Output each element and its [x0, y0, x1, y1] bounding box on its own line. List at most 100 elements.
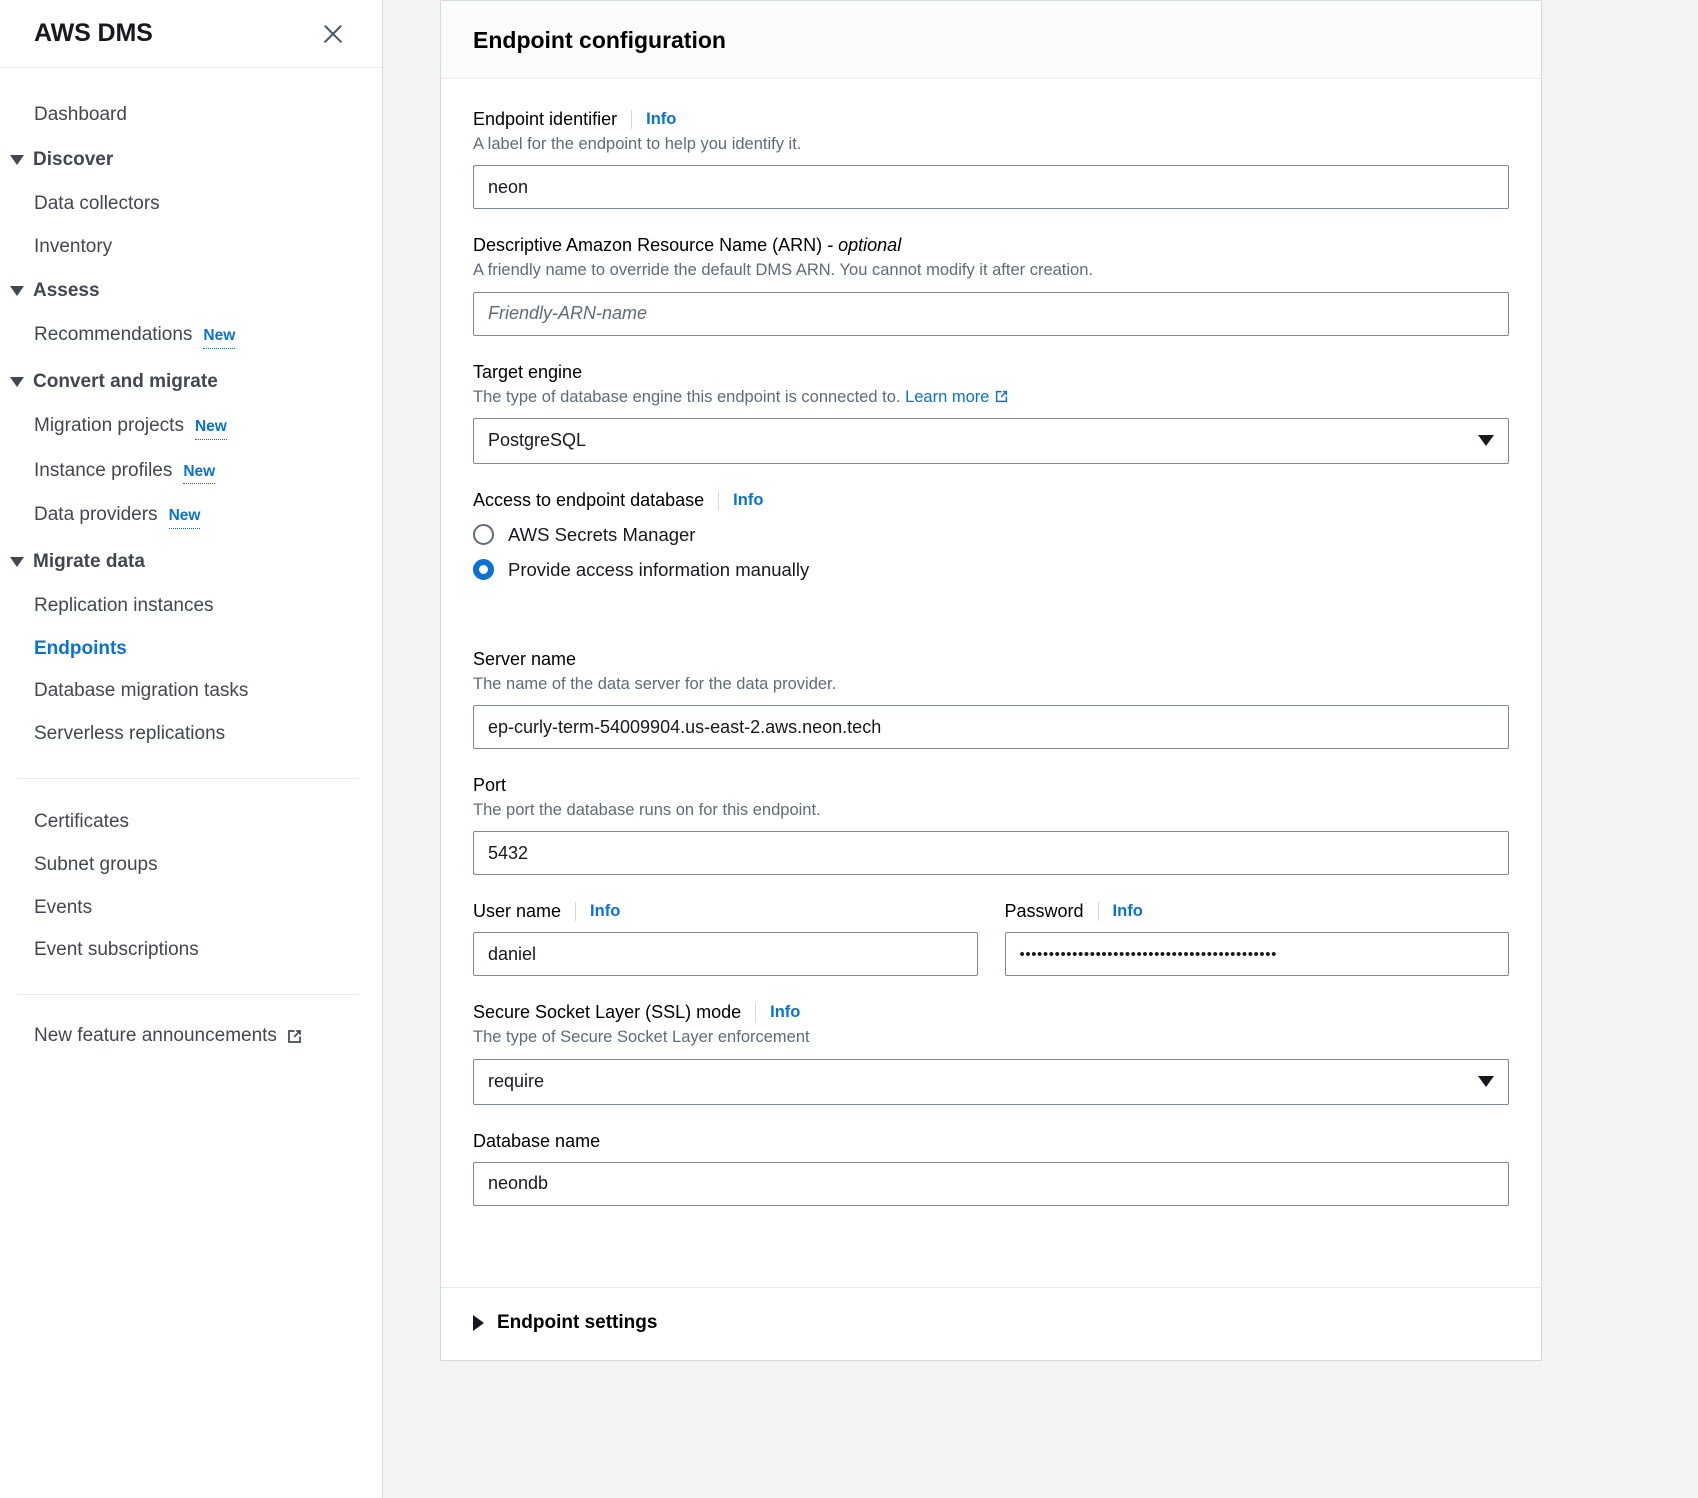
target-engine-select[interactable]: PostgreSQL — [473, 417, 1509, 464]
separator — [631, 110, 633, 129]
new-badge[interactable]: New — [194, 418, 227, 440]
password-input[interactable]: ••••••••••••••••••••••••••••••••••••••••… — [1004, 932, 1509, 977]
field-label: Database name — [473, 1130, 601, 1151]
label-row: Password Info — [1005, 901, 1510, 922]
sidebar-group-convert-and-migrate[interactable]: Convert and migrate — [0, 359, 382, 405]
sidebar-item-replication-instances[interactable]: Replication instances — [0, 585, 382, 628]
field-password: Password Info ••••••••••••••••••••••••••… — [1004, 901, 1510, 977]
field-user-name: User name Info daniel — [473, 901, 978, 977]
card-body: Endpoint identifier Info A label for the… — [441, 79, 1541, 1287]
sidebar-item-instance-profiles[interactable]: Instance profiles New — [0, 450, 382, 495]
sidebar-item-label: Events — [34, 896, 93, 918]
database-name-input[interactable]: neondb — [473, 1161, 1509, 1206]
sidebar-item-label: Instance profiles — [34, 459, 173, 481]
sidebar-divider — [18, 994, 358, 996]
sidebar-item-data-collectors[interactable]: Data collectors — [0, 183, 382, 226]
sidebar-item-recommendations[interactable]: Recommendations New — [0, 314, 382, 359]
ssl-mode-select[interactable]: require — [473, 1058, 1509, 1105]
sidebar-item-dashboard[interactable]: Dashboard — [0, 94, 382, 137]
learn-more-link[interactable]: Learn more — [905, 387, 990, 406]
chevron-down-icon — [10, 154, 24, 165]
sidebar-group-migrate-data[interactable]: Migrate data — [0, 539, 382, 585]
sidebar-item-label: Inventory — [34, 235, 113, 257]
sidebar-item-inventory[interactable]: Inventory — [0, 226, 382, 269]
field-database-name: Database name neondb — [473, 1131, 1509, 1206]
field-description: The name of the data server for the data… — [473, 674, 837, 693]
radio-icon — [473, 524, 494, 546]
field-port: Port The port the database runs on for t… — [473, 775, 1509, 876]
field-label: Endpoint identifier — [473, 109, 618, 129]
chevron-down-icon — [1478, 435, 1494, 447]
sidebar-group-label: Migrate data — [33, 550, 145, 572]
sidebar-item-label: Migration projects — [34, 414, 184, 436]
close-icon[interactable] — [318, 19, 348, 49]
field-endpoint-identifier: Endpoint identifier Info A label for the… — [473, 109, 1509, 210]
radio-aws-secrets-manager[interactable]: AWS Secrets Manager — [473, 524, 1509, 546]
card-header: Endpoint configuration — [441, 1, 1541, 79]
credentials-row: User name Info daniel Password Info ••••… — [473, 901, 1509, 1002]
field-description: The port the database runs on for this e… — [473, 801, 821, 820]
info-link[interactable]: Info — [1112, 902, 1143, 921]
sidebar-nav: Dashboard Discover Data collectors Inven… — [0, 68, 382, 1055]
endpoint-settings-toggle[interactable]: Endpoint settings — [473, 1312, 1509, 1334]
chevron-down-icon — [10, 376, 24, 387]
ssl-mode-value: require — [488, 1071, 545, 1092]
info-link[interactable]: Info — [733, 490, 764, 509]
sidebar-group-label: Convert and migrate — [33, 370, 218, 392]
label-row: Target engine — [473, 362, 1509, 383]
field-target-engine: Target engine The type of database engin… — [473, 362, 1509, 464]
sidebar-item-label: Serverless replications — [34, 723, 226, 745]
sidebar-item-serverless-replications[interactable]: Serverless replications — [0, 713, 382, 756]
card-footer: Endpoint settings — [441, 1287, 1541, 1360]
sidebar-item-label: Replication instances — [34, 594, 214, 616]
chevron-right-icon — [473, 1315, 484, 1331]
sidebar-item-migration-projects[interactable]: Migration projects New — [0, 405, 382, 450]
info-link[interactable]: Info — [646, 110, 677, 128]
external-link-icon — [286, 1028, 303, 1045]
new-feature-announcements-link[interactable]: New feature announcements — [0, 1017, 382, 1055]
radio-label: Provide access information manually — [508, 558, 810, 580]
sidebar-item-label: Event subscriptions — [34, 939, 199, 961]
endpoint-identifier-input[interactable]: neon — [473, 165, 1509, 210]
sidebar-group-assess[interactable]: Assess — [0, 268, 382, 314]
server-name-input[interactable]: ep-curly-term-54009904.us-east-2.aws.neo… — [473, 705, 1509, 750]
field-label: Port — [473, 775, 507, 796]
new-badge[interactable]: New — [203, 327, 236, 349]
description-text: The type of database engine this endpoin… — [473, 387, 901, 406]
field-description: The type of database engine this endpoin… — [473, 386, 1509, 408]
new-badge[interactable]: New — [168, 507, 201, 529]
label-row: Access to endpoint database Info — [473, 490, 1509, 511]
field-ssl-mode: Secure Socket Layer (SSL) mode Info The … — [473, 1002, 1509, 1105]
new-badge[interactable]: New — [183, 463, 216, 485]
sidebar-item-subnet-groups[interactable]: Subnet groups — [0, 844, 382, 887]
field-server-name: Server name The name of the data server … — [473, 649, 1509, 750]
target-engine-value: PostgreSQL — [488, 430, 587, 451]
sidebar-item-data-providers[interactable]: Data providers New — [0, 494, 382, 539]
separator — [755, 1003, 757, 1023]
sidebar-item-certificates[interactable]: Certificates — [0, 801, 382, 844]
field-label: Target engine — [473, 361, 583, 382]
sidebar-group-discover[interactable]: Discover — [0, 137, 382, 183]
sidebar-item-endpoints[interactable]: Endpoints — [0, 628, 382, 671]
separator — [575, 902, 577, 922]
info-link[interactable]: Info — [590, 902, 621, 921]
user-name-input[interactable]: daniel — [473, 932, 978, 977]
info-link[interactable]: Info — [770, 1003, 801, 1022]
sidebar: AWS DMS Dashboard Discover Data collecto… — [0, 0, 383, 1498]
field-label: Password — [1004, 901, 1084, 922]
sidebar-item-database-migration-tasks[interactable]: Database migration tasks — [0, 670, 382, 713]
label-row: Secure Socket Layer (SSL) mode Info — [473, 1002, 1509, 1023]
field-description: A friendly name to override the default … — [473, 261, 1093, 280]
optional-suffix: - optional — [827, 235, 902, 256]
sidebar-item-event-subscriptions[interactable]: Event subscriptions — [0, 929, 382, 972]
sidebar-item-label: Endpoints — [34, 637, 127, 659]
port-input[interactable]: 5432 — [473, 831, 1509, 876]
sidebar-item-events[interactable]: Events — [0, 887, 382, 930]
field-label: Access to endpoint database — [473, 489, 705, 510]
sidebar-divider — [18, 777, 358, 779]
label-row: User name Info — [473, 901, 978, 922]
arn-input[interactable]: Friendly-ARN-name — [473, 291, 1509, 336]
sidebar-group-label: Assess — [33, 280, 100, 302]
radio-provide-access-manually[interactable]: Provide access information manually — [473, 559, 1509, 581]
